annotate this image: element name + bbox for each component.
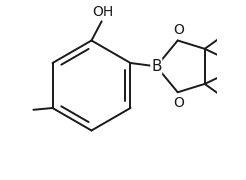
Text: O: O [173, 96, 184, 110]
Text: B: B [151, 59, 162, 74]
Text: OH: OH [92, 5, 113, 19]
Text: O: O [173, 23, 184, 37]
